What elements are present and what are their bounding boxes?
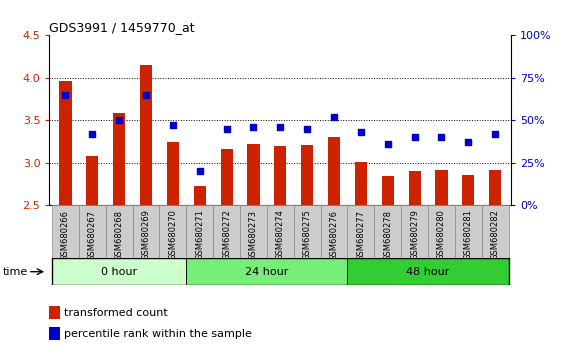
Point xyxy=(61,92,70,98)
Bar xyxy=(248,144,260,205)
Bar xyxy=(132,205,160,258)
Point xyxy=(410,135,419,140)
Bar xyxy=(160,205,187,258)
Point xyxy=(114,118,124,123)
Text: transformed count: transformed count xyxy=(64,308,168,318)
Bar xyxy=(347,205,374,258)
Bar xyxy=(167,142,179,205)
Bar xyxy=(193,186,206,205)
Point xyxy=(329,114,339,120)
Text: 24 hour: 24 hour xyxy=(245,267,289,277)
Text: GSM680269: GSM680269 xyxy=(142,210,150,261)
Text: GSM680280: GSM680280 xyxy=(437,210,446,261)
Bar xyxy=(52,258,187,285)
Bar xyxy=(401,205,428,258)
Bar xyxy=(140,65,152,205)
Text: percentile rank within the sample: percentile rank within the sample xyxy=(64,329,252,339)
Text: GSM680274: GSM680274 xyxy=(276,210,285,261)
Bar xyxy=(408,171,421,205)
Bar xyxy=(87,156,98,205)
Text: 0 hour: 0 hour xyxy=(101,267,137,277)
Point xyxy=(383,141,392,147)
Text: GSM680270: GSM680270 xyxy=(168,210,177,261)
Bar xyxy=(321,205,347,258)
Point xyxy=(490,131,500,137)
Bar xyxy=(482,205,508,258)
Text: GSM680281: GSM680281 xyxy=(464,210,473,261)
Bar xyxy=(79,205,106,258)
Text: GSM680267: GSM680267 xyxy=(88,210,97,261)
Bar xyxy=(328,137,340,205)
Text: 48 hour: 48 hour xyxy=(406,267,450,277)
Bar xyxy=(59,81,71,205)
Bar xyxy=(49,307,59,319)
Point xyxy=(356,130,365,135)
Bar xyxy=(301,145,313,205)
Bar xyxy=(113,113,125,205)
Bar xyxy=(49,327,59,340)
Bar xyxy=(355,162,367,205)
Bar xyxy=(187,258,347,285)
Bar xyxy=(294,205,321,258)
Bar xyxy=(106,205,132,258)
Point xyxy=(249,124,258,130)
Bar xyxy=(489,170,501,205)
Point xyxy=(303,126,312,132)
Point xyxy=(88,131,97,137)
Point xyxy=(464,139,473,145)
Text: GSM680277: GSM680277 xyxy=(356,210,365,261)
Bar xyxy=(462,175,474,205)
Text: GSM680266: GSM680266 xyxy=(61,210,70,261)
Text: GSM680276: GSM680276 xyxy=(329,210,339,261)
Bar xyxy=(347,258,508,285)
Text: GSM680278: GSM680278 xyxy=(383,210,392,261)
Bar xyxy=(221,149,232,205)
Point xyxy=(275,124,285,130)
Point xyxy=(437,135,446,140)
Bar xyxy=(240,205,267,258)
Bar xyxy=(455,205,482,258)
Bar xyxy=(52,205,79,258)
Text: GSM680279: GSM680279 xyxy=(410,210,419,261)
Bar xyxy=(435,171,447,205)
Point xyxy=(222,126,231,132)
Bar xyxy=(382,176,394,205)
Bar xyxy=(274,146,286,205)
Bar xyxy=(374,205,401,258)
Text: GSM680282: GSM680282 xyxy=(491,210,500,261)
Point xyxy=(168,122,178,128)
Text: GSM680268: GSM680268 xyxy=(114,210,124,261)
Bar xyxy=(428,205,455,258)
Text: GSM680273: GSM680273 xyxy=(249,210,258,261)
Bar xyxy=(213,205,240,258)
Text: GSM680275: GSM680275 xyxy=(303,210,311,261)
Text: time: time xyxy=(3,267,28,277)
Bar xyxy=(187,205,213,258)
Text: GSM680271: GSM680271 xyxy=(195,210,205,261)
Bar xyxy=(267,205,294,258)
Point xyxy=(141,92,150,98)
Text: GSM680272: GSM680272 xyxy=(222,210,231,261)
Point xyxy=(195,169,205,174)
Text: GDS3991 / 1459770_at: GDS3991 / 1459770_at xyxy=(49,21,195,34)
